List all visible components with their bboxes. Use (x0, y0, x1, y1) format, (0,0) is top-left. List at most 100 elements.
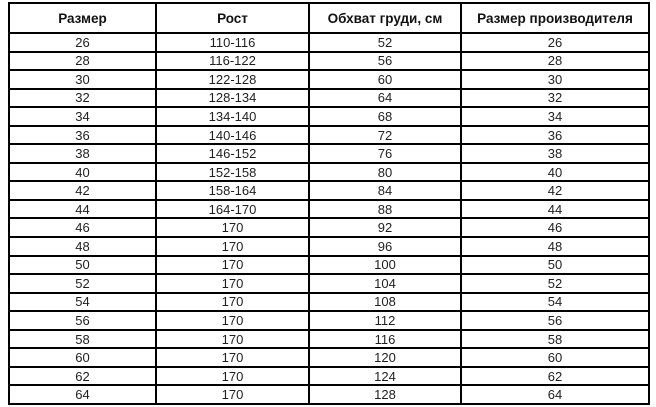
table-cell: 28 (460, 50, 650, 72)
table-cell: 170 (155, 254, 310, 276)
table-cell: 104 (308, 273, 462, 294)
table-cell: 48 (460, 236, 650, 257)
table-cell: 92 (308, 217, 462, 238)
column-header-manufacturer-size: Размер производителя (460, 2, 650, 34)
table-cell: 170 (155, 273, 310, 294)
table-cell: 36 (8, 124, 157, 146)
table-cell: 88 (308, 198, 462, 220)
table-cell: 62 (8, 365, 157, 387)
table-cell: 50 (8, 254, 157, 276)
table-cell: 54 (8, 291, 157, 313)
table-cell: 50 (460, 254, 650, 276)
table-cell: 170 (155, 291, 310, 313)
table-cell: 46 (8, 217, 157, 238)
column-header-size: Размер (8, 2, 157, 34)
table-cell: 108 (308, 291, 462, 313)
table-body: 26 110-116 52 26 28 116-122 56 28 30 122-128 60 30 3… (8, 32, 650, 405)
table-cell: 40 (8, 161, 157, 183)
table-cell: 38 (460, 143, 650, 164)
table-header-row: Размер Рост Обхват груди, см Размер прои… (8, 2, 650, 34)
table-row: 28 116-122 56 28 (8, 50, 650, 72)
table-cell: 60 (460, 347, 650, 368)
table-cell: 52 (8, 273, 157, 294)
table-cell: 36 (460, 124, 650, 146)
table-cell: 76 (308, 143, 462, 164)
table-row: 44 164-170 88 44 (8, 198, 650, 220)
table-cell: 58 (8, 328, 157, 350)
table-cell: 112 (308, 310, 462, 331)
table-cell: 170 (155, 347, 310, 368)
column-header-height: Рост (155, 2, 310, 34)
table-cell: 64 (460, 384, 650, 405)
table-cell: 80 (308, 161, 462, 183)
table-cell: 32 (8, 87, 157, 109)
size-chart-table: Размер Рост Обхват груди, см Размер прои… (8, 2, 650, 405)
table-cell: 72 (308, 124, 462, 146)
table-cell: 26 (460, 32, 650, 53)
table-row: 54 170 108 54 (8, 291, 650, 313)
table-cell: 30 (460, 69, 650, 90)
table-cell: 54 (460, 291, 650, 313)
table-cell: 84 (308, 180, 462, 201)
table-row: 64 170 128 64 (8, 384, 650, 405)
table-cell: 64 (8, 384, 157, 405)
table-cell: 34 (460, 106, 650, 127)
table-row: 58 170 116 58 (8, 328, 650, 350)
table-cell: 100 (308, 254, 462, 276)
table-row: 56 170 112 56 (8, 310, 650, 331)
table-cell: 56 (460, 310, 650, 331)
table-cell: 56 (308, 50, 462, 72)
table-row: 32 128-134 64 32 (8, 87, 650, 109)
table-cell: 52 (308, 32, 462, 53)
table-row: 34 134-140 68 34 (8, 106, 650, 127)
table-cell: 42 (8, 180, 157, 201)
table-row: 30 122-128 60 30 (8, 69, 650, 90)
table-cell: 48 (8, 236, 157, 257)
table-cell: 170 (155, 217, 310, 238)
table-cell: 40 (460, 161, 650, 183)
column-header-chest: Обхват груди, см (308, 2, 462, 34)
table-cell: 170 (155, 384, 310, 405)
table-cell: 152-158 (155, 161, 310, 183)
table-cell: 64 (308, 87, 462, 109)
table-cell: 146-152 (155, 143, 310, 164)
table-cell: 42 (460, 180, 650, 201)
table-cell: 38 (8, 143, 157, 164)
table-row: 36 140-146 72 36 (8, 124, 650, 146)
table-cell: 110-116 (155, 32, 310, 53)
table-cell: 60 (8, 347, 157, 368)
table-row: 62 170 124 62 (8, 365, 650, 387)
table-cell: 134-140 (155, 106, 310, 127)
table-row: 60 170 120 60 (8, 347, 650, 368)
table-cell: 128-134 (155, 87, 310, 109)
table-cell: 46 (460, 217, 650, 238)
table-cell: 170 (155, 236, 310, 257)
table-cell: 120 (308, 347, 462, 368)
table-cell: 170 (155, 328, 310, 350)
table-cell: 58 (460, 328, 650, 350)
table-cell: 52 (460, 273, 650, 294)
table-row: 46 170 92 46 (8, 217, 650, 238)
table-cell: 30 (8, 69, 157, 90)
table-cell: 44 (460, 198, 650, 220)
table-cell: 158-164 (155, 180, 310, 201)
table-row: 50 170 100 50 (8, 254, 650, 276)
table-row: 38 146-152 76 38 (8, 143, 650, 164)
table-cell: 170 (155, 365, 310, 387)
table-cell: 122-128 (155, 69, 310, 90)
table-cell: 96 (308, 236, 462, 257)
table-cell: 32 (460, 87, 650, 109)
table-row: 40 152-158 80 40 (8, 161, 650, 183)
table-cell: 68 (308, 106, 462, 127)
table-row: 48 170 96 48 (8, 236, 650, 257)
table-header: Размер Рост Обхват груди, см Размер прои… (8, 2, 650, 34)
table-cell: 116-122 (155, 50, 310, 72)
table-cell: 62 (460, 365, 650, 387)
table-cell: 128 (308, 384, 462, 405)
table-cell: 34 (8, 106, 157, 127)
table-cell: 28 (8, 50, 157, 72)
table-row: 52 170 104 52 (8, 273, 650, 294)
table-row: 42 158-164 84 42 (8, 180, 650, 201)
table-cell: 164-170 (155, 198, 310, 220)
